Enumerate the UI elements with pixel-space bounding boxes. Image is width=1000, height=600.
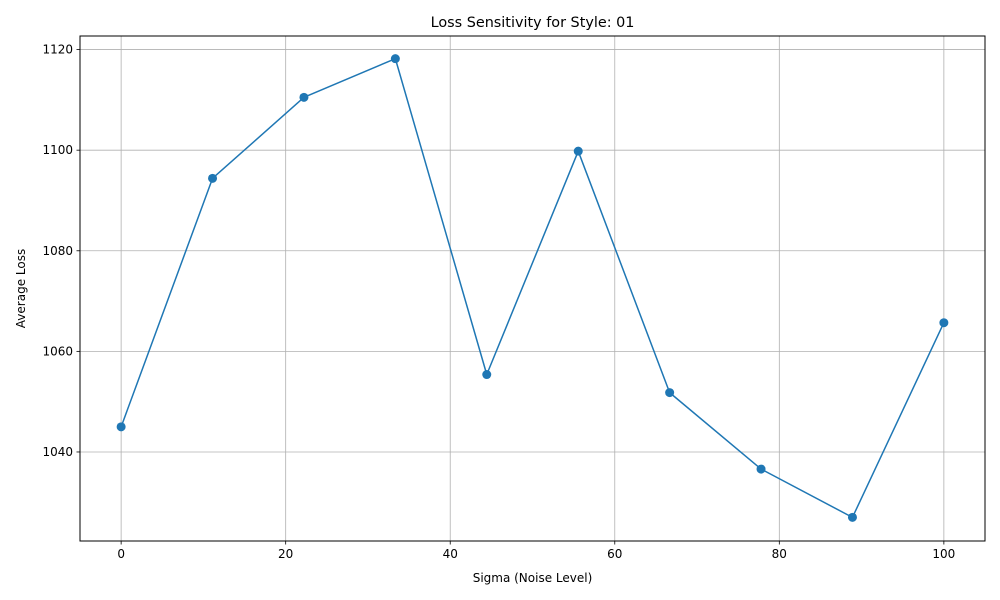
data-point [482, 370, 492, 380]
data-point [847, 512, 857, 522]
y-tick-label: 1080 [42, 244, 73, 258]
x-axis-title: Sigma (Noise Level) [473, 571, 593, 585]
y-tick-label: 1040 [42, 445, 73, 459]
data-point [299, 92, 309, 102]
x-tick-label: 60 [607, 547, 622, 561]
y-axis-title: Average Loss [14, 249, 28, 328]
data-point [756, 464, 766, 474]
series-layer [116, 54, 949, 522]
x-tick-label: 20 [278, 547, 293, 561]
data-point [390, 54, 400, 64]
y-tick-label: 1100 [42, 143, 73, 157]
y-tick-label: 1060 [42, 344, 73, 358]
grid [80, 36, 985, 541]
plot-area [80, 36, 985, 541]
x-tick-label: 0 [117, 547, 125, 561]
axes: 0 20 40 60 80 100 1040 1060 1080 1100 1120 [42, 43, 955, 561]
series-line [120, 57, 945, 519]
data-point [116, 422, 126, 432]
data-point [208, 173, 218, 183]
x-tick-label: 40 [443, 547, 458, 561]
y-tick-label: 1120 [42, 43, 73, 57]
chart-title: Loss Sensitivity for Style: 01 [431, 15, 635, 31]
data-point [573, 146, 583, 156]
plot-frame [79, 35, 986, 542]
data-point [939, 318, 949, 328]
data-point [665, 388, 675, 398]
x-tick-label: 100 [932, 547, 955, 561]
x-tick-label: 80 [772, 547, 787, 561]
